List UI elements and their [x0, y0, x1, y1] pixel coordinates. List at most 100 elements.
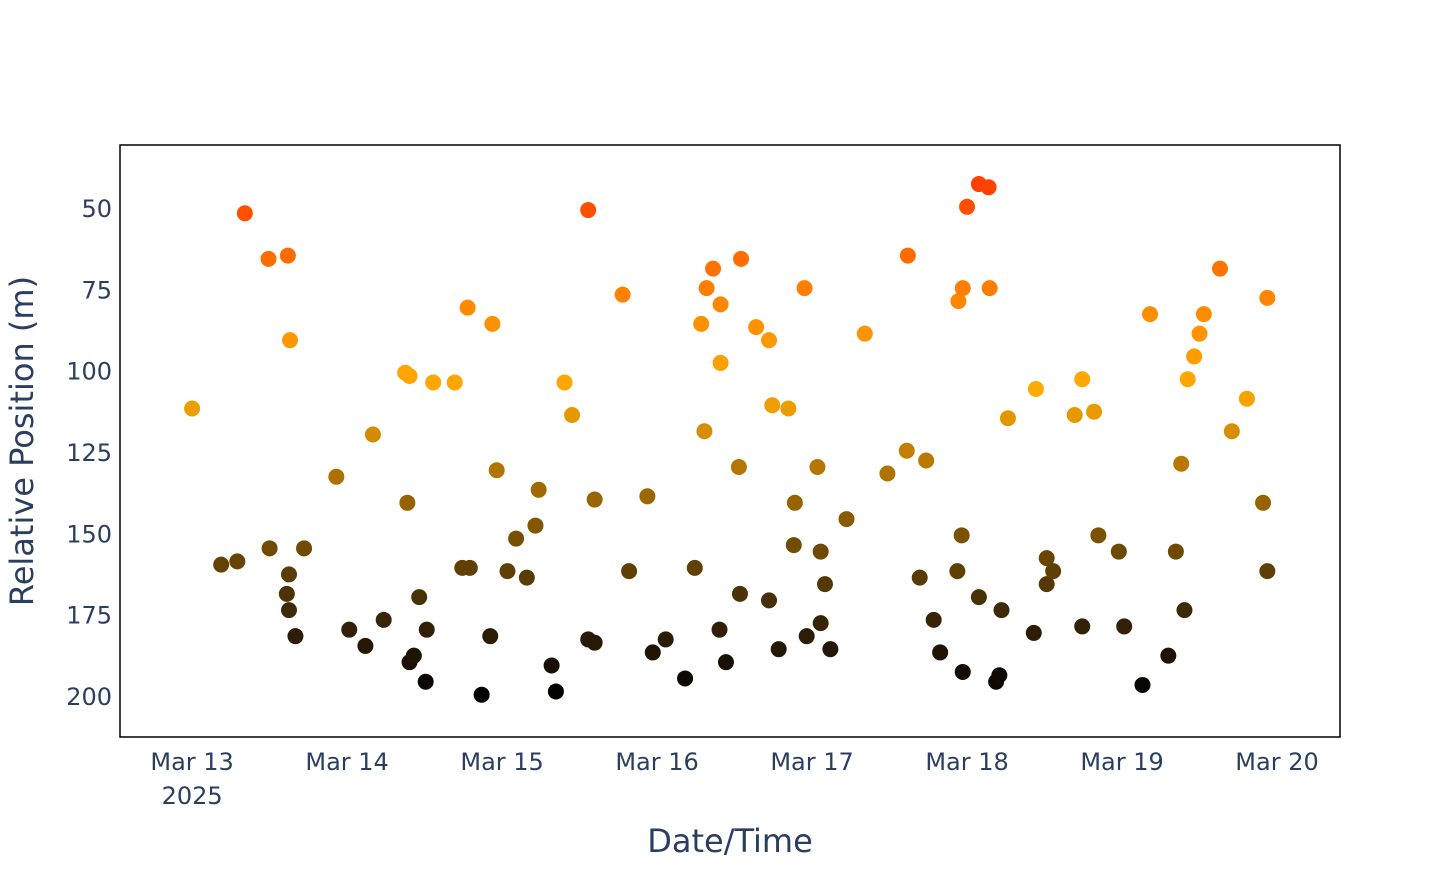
scatter-point — [1134, 676, 1151, 693]
scatter-point — [698, 280, 715, 297]
scatter-point — [1038, 576, 1055, 593]
scatter-point — [1074, 618, 1091, 635]
scatter-point — [761, 332, 778, 349]
y-tick-label: 175 — [66, 602, 112, 630]
scatter-point — [1173, 455, 1190, 472]
y-tick-label: 100 — [66, 358, 112, 386]
scatter-point — [856, 325, 873, 342]
scatter-point — [1211, 260, 1228, 277]
scatter-point — [705, 260, 722, 277]
scatter-point — [282, 332, 299, 349]
scatter-point — [925, 611, 942, 628]
scatter-point — [1116, 618, 1133, 635]
scatter-point — [527, 517, 544, 534]
scatter-point — [484, 315, 501, 332]
scatter-point — [1160, 647, 1177, 664]
scatter-point — [280, 566, 297, 583]
scatter-point — [991, 667, 1008, 684]
scatter-point — [1259, 289, 1276, 306]
x-tick-label: Mar 15 — [460, 748, 543, 776]
scatter-point — [621, 563, 638, 580]
scatter-point — [482, 628, 499, 645]
scatter-point — [287, 628, 304, 645]
scatter-point — [949, 563, 966, 580]
scatter-point — [812, 615, 829, 632]
scatter-point — [731, 585, 748, 602]
x-tick-label: Mar 13 2025 — [150, 748, 233, 810]
labels-layer: 50 75 100 125 150 175 200 Mar 13 2025 Mar 14 Mar 1… — [66, 195, 1319, 810]
scatter-point — [278, 585, 295, 602]
scatter-point — [405, 647, 422, 664]
scatter-point — [614, 286, 631, 303]
scatter-point — [696, 423, 713, 440]
scatter-point — [459, 299, 476, 316]
scatter-point — [1255, 494, 1272, 511]
scatter-point — [954, 663, 971, 680]
scatter-point — [812, 543, 829, 560]
scatter-point — [1191, 325, 1208, 342]
scatter-point — [547, 683, 564, 700]
scatter-point — [1176, 602, 1193, 619]
scatter-point — [770, 641, 787, 658]
scatter-point — [953, 527, 970, 544]
scatter-point — [1195, 306, 1212, 323]
y-tick-label: 125 — [66, 439, 112, 467]
y-axis-title: Relative Position (m) — [3, 276, 41, 606]
scatter-point — [418, 621, 435, 638]
scatter-point — [785, 537, 802, 554]
scatter-point — [798, 628, 815, 645]
scatter-point — [461, 559, 478, 576]
scatter-point — [586, 491, 603, 508]
scatter-point — [644, 644, 661, 661]
scatter-point — [816, 576, 833, 593]
scatter-point — [959, 198, 976, 215]
scatter-point — [279, 247, 296, 264]
scatter-point — [1025, 624, 1042, 641]
scatter-point — [1045, 563, 1062, 580]
scatter-point — [730, 459, 747, 476]
scatter-point — [229, 553, 246, 570]
marks-layer — [184, 176, 1276, 703]
scatter-point — [639, 488, 656, 505]
scatter-point — [1110, 543, 1127, 560]
x-tick-label: Mar 18 — [925, 748, 1008, 776]
scatter-point — [1086, 403, 1103, 420]
x-tick-label: Mar 20 — [1235, 748, 1318, 776]
scatter-point — [657, 631, 674, 648]
scatter-point — [970, 589, 987, 606]
scatter-point — [401, 367, 418, 384]
y-tick-label: 200 — [66, 683, 112, 711]
scatter-point — [399, 494, 416, 511]
scatter-point — [556, 374, 573, 391]
scatter-point — [417, 673, 434, 690]
scatter-point — [717, 654, 734, 671]
scatter-point — [1090, 527, 1107, 544]
scatter-point — [260, 250, 277, 267]
scatter-point — [954, 280, 971, 297]
scatter-point — [1142, 306, 1159, 323]
scatter-point — [508, 530, 525, 547]
scatter-point — [981, 280, 998, 297]
x-tick-label: Mar 19 — [1080, 748, 1163, 776]
scatter-point — [236, 205, 253, 222]
scatter-point — [364, 426, 381, 443]
scatter-point — [686, 559, 703, 576]
scatter-point — [838, 511, 855, 528]
scatter-point — [1186, 348, 1203, 365]
scatter-point — [564, 406, 581, 423]
scatter-point — [761, 592, 778, 609]
scatter-point — [932, 644, 949, 661]
scatter-point — [184, 400, 201, 417]
y-tick-label: 75 — [81, 276, 112, 304]
scatter-point — [1038, 550, 1055, 567]
scatter-point — [733, 250, 750, 267]
x-tick-label: Mar 14 — [305, 748, 388, 776]
scatter-point — [950, 293, 967, 310]
scatter-point — [543, 657, 560, 674]
scatter-point — [918, 452, 935, 469]
scatter-point — [261, 540, 278, 557]
scatter-point — [425, 374, 442, 391]
scatter-point — [899, 247, 916, 264]
